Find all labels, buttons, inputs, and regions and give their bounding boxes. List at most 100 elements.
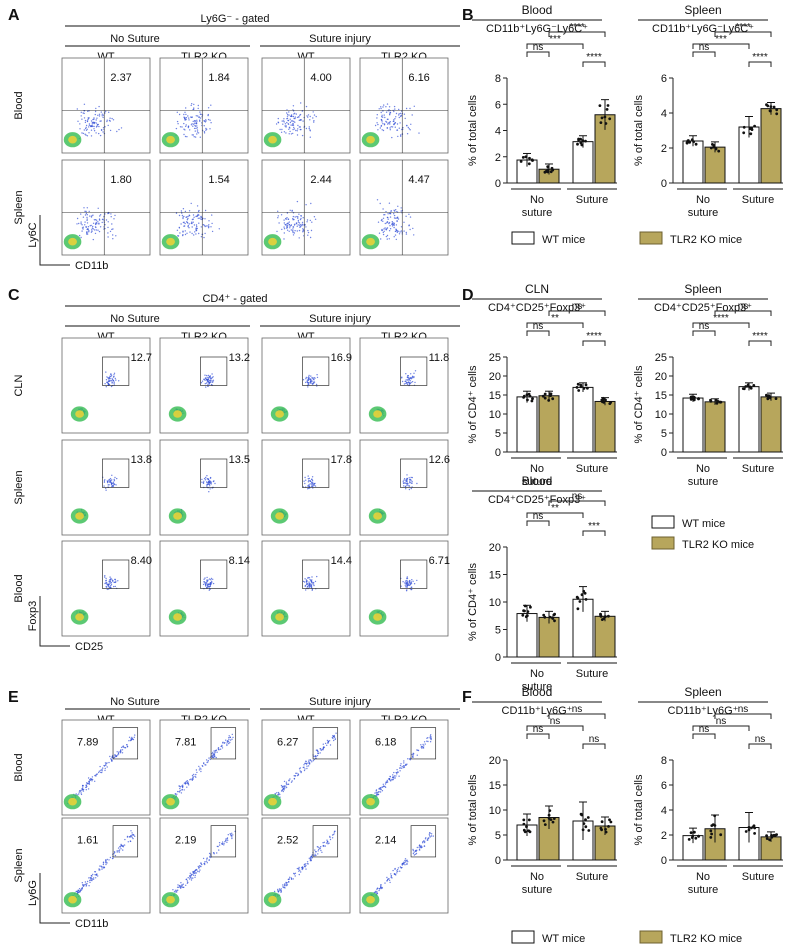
event-dot: [185, 884, 187, 886]
event-dot: [132, 837, 134, 840]
event-dot: [283, 785, 286, 787]
event-dot: [287, 783, 289, 786]
event-dot: [116, 477, 118, 480]
event-dot: [82, 132, 85, 135]
event-dot: [311, 382, 313, 385]
event-dot: [210, 579, 212, 581]
event-dot: [79, 890, 81, 892]
event-dot: [191, 116, 193, 118]
event-dot: [199, 117, 202, 119]
event-dot: [193, 234, 195, 236]
event-dot: [192, 120, 194, 123]
significance-label: ns: [738, 704, 749, 715]
event-dot: [308, 581, 310, 583]
event-dot: [307, 765, 310, 767]
event-dot: [296, 200, 299, 203]
event-dot: [178, 884, 181, 887]
event-dot: [280, 890, 282, 892]
event-dot: [197, 107, 199, 110]
event-dot: [302, 217, 304, 219]
event-dot: [107, 221, 109, 223]
event-dot: [199, 120, 201, 122]
legend-swatch-wt: [511, 231, 535, 245]
event-dot: [112, 119, 115, 121]
data-point: [582, 822, 586, 825]
event-dot: [333, 735, 335, 738]
density-peak: [268, 135, 277, 144]
event-dot: [397, 135, 399, 138]
event-dot: [313, 121, 315, 123]
event-dot: [105, 764, 107, 766]
event-dot: [288, 780, 290, 782]
event-dot: [120, 848, 122, 850]
flow-plot: 14.4: [261, 540, 352, 637]
event-dot: [307, 386, 309, 388]
significance-bracket: [526, 733, 550, 739]
significance-bracket: [692, 733, 716, 739]
event-dot: [210, 483, 212, 485]
event-dot: [288, 133, 290, 135]
data-point: [744, 830, 748, 833]
gate-box: [410, 825, 437, 858]
event-dot: [98, 132, 100, 135]
event-dot: [207, 481, 210, 484]
flow-y-axis-label: Ly6C: [27, 222, 39, 247]
event-dot: [110, 583, 113, 586]
event-dot: [110, 483, 113, 485]
x-group-label: No: [530, 194, 544, 206]
event-dot: [183, 113, 185, 116]
event-dot: [406, 584, 408, 586]
event-dot: [205, 382, 208, 384]
event-dot: [409, 107, 411, 110]
event-dot: [95, 874, 98, 876]
event-dot: [414, 850, 417, 852]
event-dot: [85, 784, 87, 787]
data-point: [766, 394, 769, 398]
event-dot: [391, 223, 393, 225]
event-dot: [283, 232, 285, 234]
event-dot: [404, 858, 407, 860]
event-dot: [107, 586, 110, 588]
event-dot: [309, 759, 311, 761]
event-dot: [302, 379, 305, 381]
event-dot: [277, 891, 280, 893]
event-dot: [189, 872, 191, 874]
bar-wt: [516, 396, 538, 453]
event-dot: [207, 586, 209, 588]
event-dot: [210, 122, 212, 124]
event-dot: [383, 785, 385, 787]
event-dot: [376, 122, 378, 124]
density-peak: [166, 237, 175, 246]
event-dot: [314, 485, 317, 487]
event-dot: [408, 478, 411, 481]
event-dot: [299, 113, 302, 116]
data-point: [697, 397, 700, 401]
event-dot: [186, 136, 188, 138]
data-point: [714, 398, 718, 402]
event-dot: [315, 115, 317, 118]
gate-box: [302, 356, 330, 386]
event-dot: [114, 483, 116, 486]
event-dot: [194, 874, 196, 877]
gate-percentage: 6.27: [277, 737, 298, 749]
event-dot: [300, 128, 302, 131]
event-dot: [205, 764, 207, 766]
event-dot: [286, 115, 289, 117]
event-dot: [214, 482, 216, 485]
event-dot: [424, 840, 426, 842]
event-dot: [334, 738, 336, 740]
data-point: [523, 830, 527, 834]
event-dot: [315, 757, 317, 759]
event-dot: [397, 230, 399, 232]
flow-events: [76, 207, 117, 241]
event-dot: [116, 754, 119, 756]
event-dot: [189, 231, 191, 233]
event-dot: [227, 834, 229, 836]
data-point: [604, 615, 607, 618]
event-dot: [207, 478, 210, 480]
significance-bracket: [714, 31, 772, 37]
significance-label: ns: [699, 321, 710, 332]
event-dot: [412, 852, 415, 855]
density-peak: [268, 237, 277, 246]
